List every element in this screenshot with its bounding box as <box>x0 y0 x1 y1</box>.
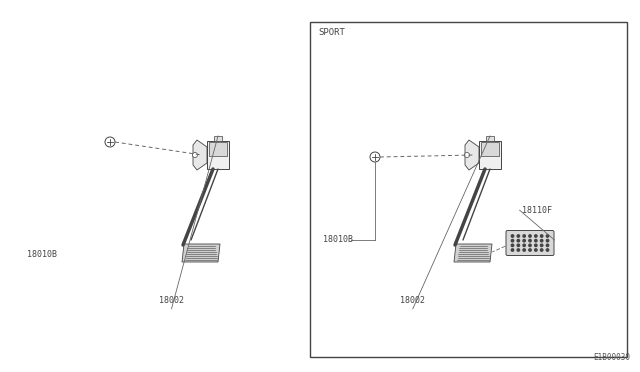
Circle shape <box>517 249 520 251</box>
Circle shape <box>529 244 531 247</box>
Circle shape <box>540 244 543 247</box>
Circle shape <box>105 137 115 147</box>
Circle shape <box>517 244 520 247</box>
Circle shape <box>193 153 198 157</box>
Text: 18010B: 18010B <box>323 235 353 244</box>
Circle shape <box>540 235 543 237</box>
Circle shape <box>534 244 537 247</box>
Circle shape <box>547 249 548 251</box>
Circle shape <box>511 240 514 242</box>
Circle shape <box>534 249 537 251</box>
Circle shape <box>534 235 537 237</box>
Bar <box>486 136 494 141</box>
Circle shape <box>511 235 514 237</box>
Circle shape <box>523 240 525 242</box>
Text: 18002: 18002 <box>159 296 184 305</box>
Circle shape <box>511 249 514 251</box>
FancyBboxPatch shape <box>506 231 554 256</box>
Text: 18110F: 18110F <box>522 206 552 215</box>
Circle shape <box>529 235 531 237</box>
Circle shape <box>523 235 525 237</box>
Circle shape <box>200 150 206 156</box>
Polygon shape <box>454 244 492 262</box>
Circle shape <box>465 153 470 157</box>
Circle shape <box>547 240 548 242</box>
Circle shape <box>517 235 520 237</box>
Text: 18010B: 18010B <box>27 250 57 259</box>
Bar <box>209 142 227 156</box>
Circle shape <box>547 235 548 237</box>
Bar <box>479 141 501 169</box>
Bar <box>214 136 222 141</box>
Polygon shape <box>193 140 207 170</box>
Circle shape <box>523 244 525 247</box>
Circle shape <box>529 240 531 242</box>
Bar <box>310 22 627 357</box>
Circle shape <box>523 249 525 251</box>
Text: 18002: 18002 <box>400 296 426 305</box>
Circle shape <box>517 240 520 242</box>
Circle shape <box>529 249 531 251</box>
Circle shape <box>472 150 478 156</box>
Bar <box>481 142 499 156</box>
Circle shape <box>534 240 537 242</box>
Polygon shape <box>182 244 220 262</box>
Polygon shape <box>465 140 479 170</box>
Circle shape <box>540 240 543 242</box>
Circle shape <box>540 249 543 251</box>
Circle shape <box>547 244 548 247</box>
Circle shape <box>370 152 380 162</box>
Text: E1B00030: E1B00030 <box>593 353 630 362</box>
Text: SPORT: SPORT <box>319 28 345 37</box>
Circle shape <box>511 244 514 247</box>
Bar <box>207 141 229 169</box>
